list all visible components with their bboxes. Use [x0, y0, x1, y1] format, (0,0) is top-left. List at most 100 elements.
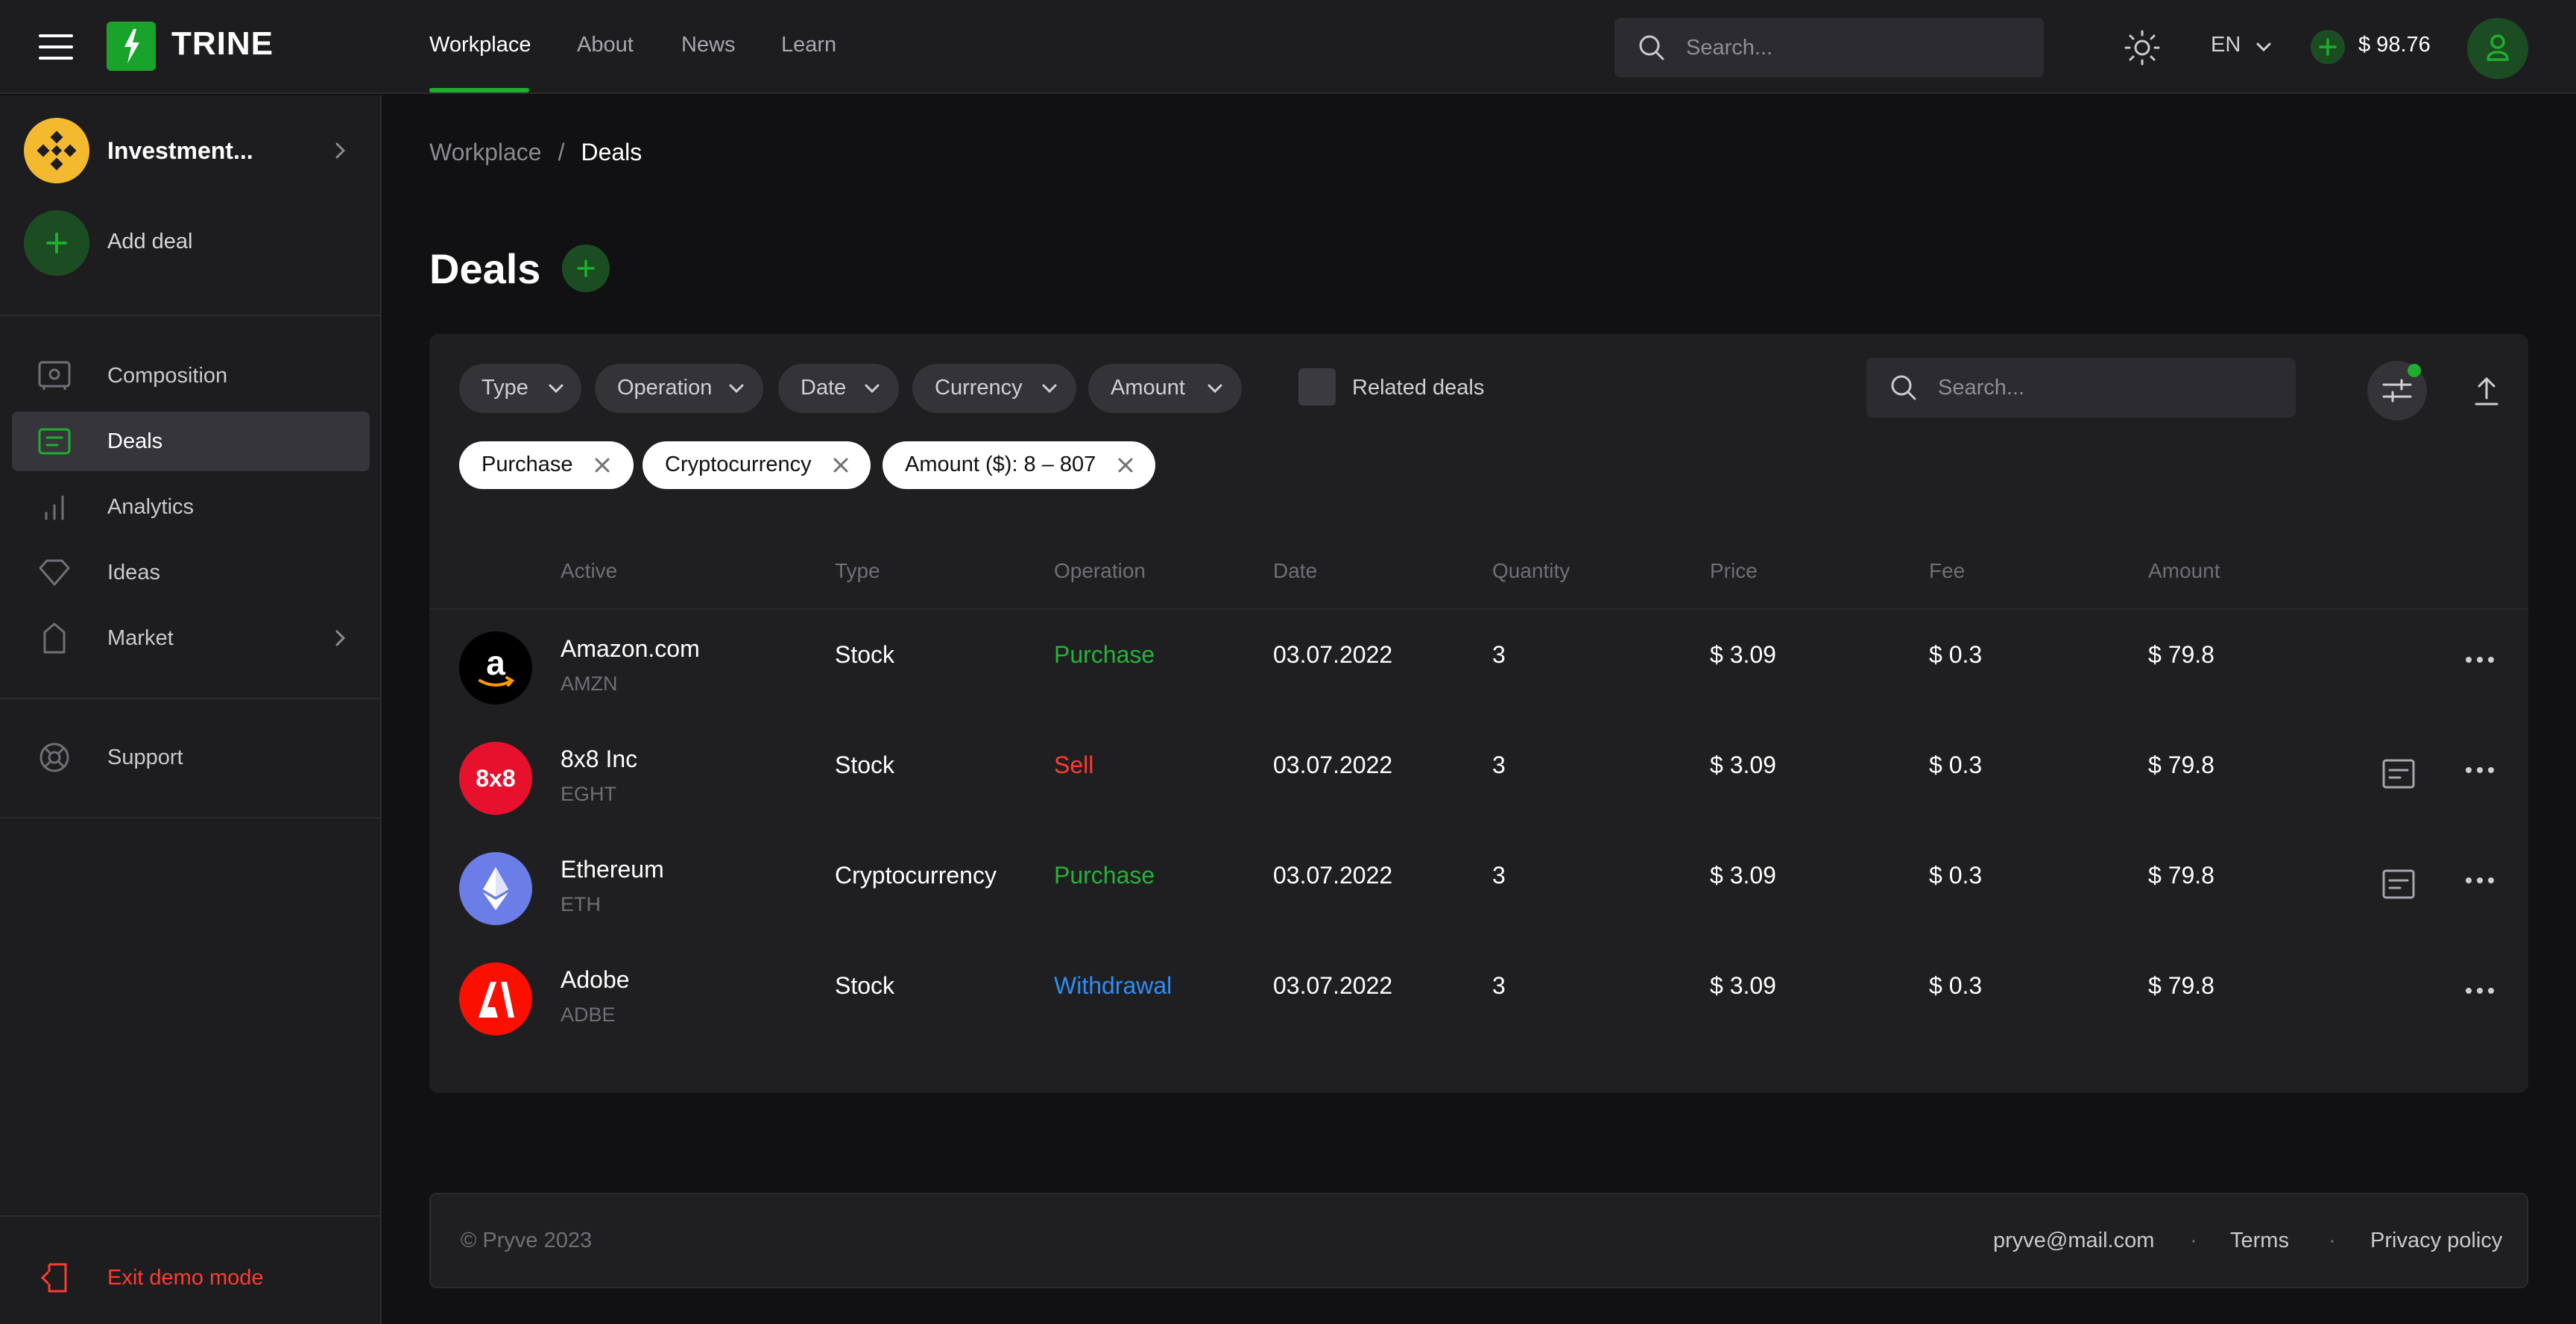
language-selector[interactable]: EN	[2211, 33, 2241, 57]
asset-ticker: ETH	[561, 893, 601, 915]
column-header-type[interactable]: Type	[835, 559, 880, 582]
header-search	[1614, 18, 2044, 78]
deal-price: $ 3.09	[1710, 972, 1776, 999]
sidebar-item-composition[interactable]: Composition	[12, 346, 370, 406]
header-search-input[interactable]	[1686, 33, 2021, 63]
filter-type-label: Type	[482, 376, 528, 400]
filter-currency[interactable]: Currency	[912, 364, 1076, 413]
column-header-fee[interactable]: Fee	[1929, 559, 1966, 582]
sidebar-item-label: Market	[107, 626, 174, 650]
sidebar-item-label: Composition	[107, 364, 228, 388]
chevron-down-icon[interactable]	[2254, 37, 2273, 57]
sidebar-item-market[interactable]: Market	[12, 608, 370, 668]
column-header-price[interactable]: Price	[1710, 559, 1758, 582]
close-icon[interactable]	[1115, 455, 1136, 476]
deal-amount: $ 79.8	[2148, 751, 2214, 778]
sidebar-divider	[0, 698, 380, 699]
asset-ticker: EGHT	[561, 783, 617, 805]
asset-ticker: AMZN	[561, 672, 618, 695]
filter-type[interactable]: Type	[459, 364, 581, 413]
menu-icon[interactable]	[39, 34, 73, 60]
breadcrumb-separator: /	[558, 139, 565, 166]
footer-terms-link[interactable]: Terms	[2230, 1229, 2289, 1252]
plus-icon	[2319, 38, 2337, 56]
filter-amount[interactable]: Amount	[1088, 364, 1242, 413]
exit-icon	[40, 1263, 67, 1293]
portfolio-name[interactable]: Investment...	[107, 137, 253, 164]
deal-price: $ 3.09	[1710, 862, 1776, 889]
plus-icon	[46, 233, 67, 253]
column-header-quantity[interactable]: Quantity	[1492, 559, 1570, 582]
sidebar-item-support[interactable]: Support	[12, 728, 370, 787]
footer-privacy-link[interactable]: Privacy policy	[2370, 1229, 2503, 1252]
footer-separator: ·	[2329, 1229, 2336, 1252]
nav-about[interactable]: About	[577, 33, 634, 57]
comment-icon[interactable]	[2381, 757, 2416, 792]
table-row[interactable]: Adobe ADBE Stock Withdrawal 03.07.2022 3…	[429, 944, 2528, 1054]
deal-date: 03.07.2022	[1273, 641, 1393, 668]
more-icon[interactable]	[2464, 765, 2496, 775]
chevron-down-icon	[729, 384, 744, 394]
eightbyeight-logo-icon: 8x8	[459, 742, 532, 815]
footer-separator: ·	[2190, 1229, 2197, 1252]
chevron-right-icon[interactable]	[329, 140, 350, 161]
table-row[interactable]: Ethereum ETH Cryptocurrency Purchase 03.…	[429, 833, 2528, 944]
column-header-active[interactable]: Active	[561, 559, 618, 582]
more-icon[interactable]	[2464, 875, 2496, 886]
deal-quantity: 3	[1492, 862, 1506, 889]
filter-settings-button[interactable]	[2367, 361, 2427, 420]
close-icon[interactable]	[592, 455, 613, 476]
related-deals-checkbox[interactable]	[1298, 368, 1336, 406]
export-button[interactable]	[2464, 368, 2509, 413]
sidebar-item-ideas[interactable]: Ideas	[12, 543, 370, 602]
sidebar-item-deals[interactable]: Deals	[12, 412, 370, 471]
table-row[interactable]: 8x8 8x8 Inc EGHT Stock Sell 03.07.2022 3…	[429, 723, 2528, 833]
footer-email-link[interactable]: pryve@mail.com	[1993, 1229, 2155, 1252]
active-filter-chip: Cryptocurrency	[643, 441, 871, 489]
asset-name: Amazon.com	[561, 635, 700, 662]
balance-value: $ 98.76	[2358, 33, 2431, 57]
table-row[interactable]: a Amazon.com AMZN Stock Purchase 03.07.2…	[429, 613, 2528, 723]
column-header-amount[interactable]: Amount	[2148, 559, 2220, 582]
add-deal-button[interactable]	[24, 210, 89, 276]
nav-workplace[interactable]: Workplace	[429, 33, 531, 57]
add-deal-title-button[interactable]	[562, 245, 610, 292]
more-icon[interactable]	[2464, 655, 2496, 665]
deal-amount: $ 79.8	[2148, 641, 2214, 668]
table-header-divider	[429, 608, 2528, 610]
column-header-operation[interactable]: Operation	[1054, 559, 1146, 582]
sidebar-divider	[0, 817, 380, 819]
add-funds-button[interactable]	[2311, 30, 2345, 64]
sidebar-item-analytics[interactable]: Analytics	[12, 477, 370, 537]
comment-icon[interactable]	[2381, 868, 2416, 902]
deal-fee: $ 0.3	[1929, 751, 1983, 778]
add-deal-label[interactable]: Add deal	[107, 230, 193, 253]
sun-icon[interactable]	[2123, 28, 2162, 67]
more-icon[interactable]	[2464, 986, 2496, 996]
column-header-date[interactable]: Date	[1273, 559, 1318, 582]
sidebar-item-label: Support	[107, 745, 183, 769]
breadcrumb-parent[interactable]: Workplace	[429, 139, 542, 166]
sidebar: Investment... Add deal Composition	[0, 95, 382, 1324]
sidebar-item-label: Deals	[107, 429, 163, 453]
deal-fee: $ 0.3	[1929, 862, 1983, 889]
chevron-down-icon	[865, 384, 880, 394]
deals-search-input[interactable]	[1938, 373, 2273, 403]
close-icon[interactable]	[830, 455, 851, 476]
copyright: © Pryve 2023	[461, 1229, 593, 1252]
filter-operation-label: Operation	[617, 376, 713, 400]
asset-ticker: ADBE	[561, 1003, 616, 1026]
lifebuoy-icon	[40, 743, 69, 772]
filter-date[interactable]: Date	[778, 364, 899, 413]
nav-learn[interactable]: Learn	[781, 33, 837, 57]
deal-quantity: 3	[1492, 972, 1506, 999]
asset-name: Adobe	[561, 966, 630, 993]
plus-icon	[577, 259, 595, 277]
exit-demo-button[interactable]: Exit demo mode	[12, 1248, 370, 1308]
user-avatar[interactable]	[2467, 18, 2528, 79]
filter-operation[interactable]: Operation	[595, 364, 763, 413]
deal-type: Stock	[835, 751, 895, 778]
nav-active-indicator	[429, 88, 529, 92]
nav-news[interactable]: News	[681, 33, 736, 57]
eightbyeight-logo-text: 8x8	[476, 765, 515, 792]
